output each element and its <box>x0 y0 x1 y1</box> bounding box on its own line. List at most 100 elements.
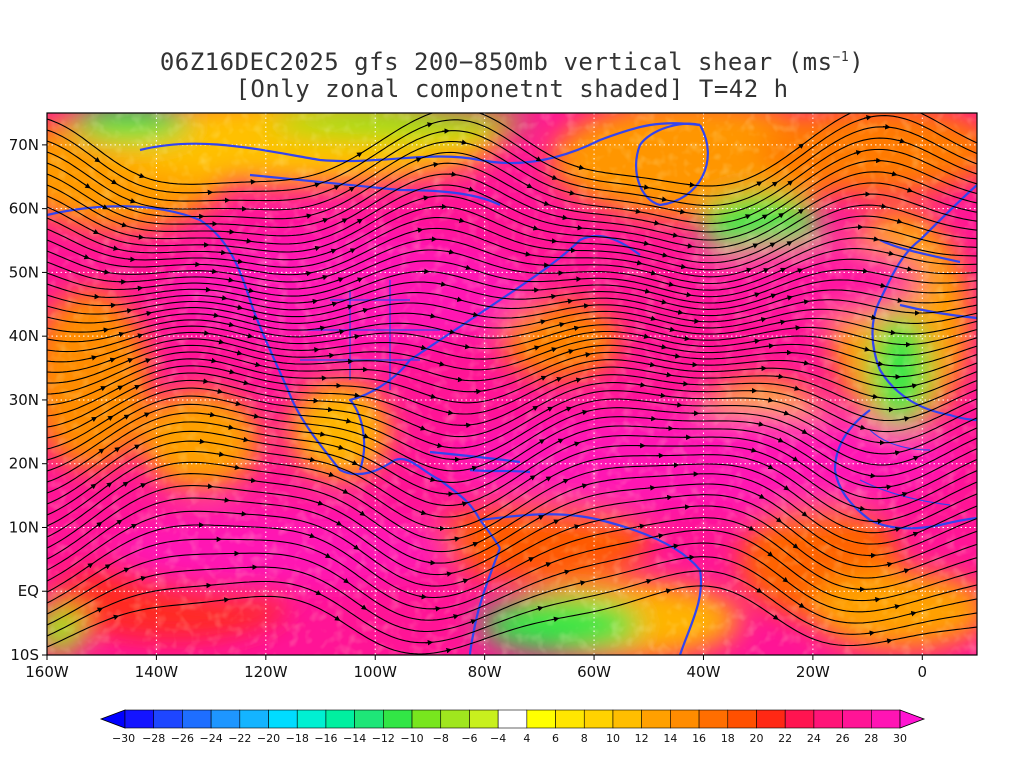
colorbar-swatch <box>325 709 355 729</box>
streamline-arrow <box>782 410 790 416</box>
streamline-arrow <box>462 343 471 350</box>
streamline-arrow <box>878 282 887 289</box>
streamline <box>47 556 977 633</box>
streamline-arrow <box>314 589 322 595</box>
streamline-arrow <box>658 392 667 399</box>
streamline-arrow <box>535 605 544 612</box>
streamline-arrow <box>664 588 672 594</box>
streamline-arrow <box>428 476 437 483</box>
streamline-arrow <box>449 171 458 177</box>
streamline-arrow <box>893 526 902 533</box>
colorbar-label: 28 <box>864 732 878 745</box>
streamline-arrow <box>226 321 235 328</box>
streamline-arrow <box>337 329 345 335</box>
colorbar-swatch <box>612 709 642 729</box>
colorbar-swatch <box>641 709 671 729</box>
streamline-arrow <box>144 310 153 317</box>
streamline-arrow <box>304 270 312 277</box>
streamline-arrow <box>313 245 321 252</box>
streamline-arrow <box>316 500 324 506</box>
streamline-arrow <box>110 179 118 185</box>
streamline-arrow <box>360 604 368 610</box>
streamline-arrow <box>253 361 261 368</box>
streamline-arrow <box>580 483 588 489</box>
streamline <box>47 317 977 343</box>
streamline-arrow <box>892 450 901 456</box>
streamline-arrow <box>575 224 584 231</box>
colorbar-swatch <box>870 709 901 729</box>
streamline-arrow <box>667 326 676 332</box>
streamline <box>47 115 977 197</box>
streamline-arrow <box>778 319 787 326</box>
streamline-arrow <box>99 386 107 392</box>
colorbar-swatch <box>153 709 183 729</box>
streamline-arrow <box>801 360 810 366</box>
colorbar-label: −22 <box>228 732 251 745</box>
streamline-arrow <box>84 183 91 189</box>
streamline-arrow <box>870 393 879 400</box>
streamline-arrow <box>649 270 657 276</box>
streamline <box>47 372 977 428</box>
streamline <box>47 505 977 587</box>
streamline-arrow <box>578 580 586 586</box>
streamline <box>47 412 977 483</box>
streamline <box>47 113 977 187</box>
streamline-arrow <box>345 304 354 310</box>
colorbar-label: 20 <box>749 732 763 745</box>
streamline-arrow <box>539 375 547 381</box>
streamline <box>47 160 977 233</box>
streamline-arrow <box>418 425 427 431</box>
title-line-2: [Only zonal componetnt shaded] T=42 h <box>235 75 789 103</box>
streamline-arrow <box>743 214 752 220</box>
colorbar-label: −10 <box>400 732 423 745</box>
streamline-arrow <box>227 368 236 375</box>
lat-label: 40N <box>9 327 39 345</box>
colorbar-label: 4 <box>523 732 530 745</box>
streamline-arrow <box>132 384 141 390</box>
colorbar-swatch <box>411 709 442 729</box>
streamline-arrow <box>108 357 116 363</box>
colorbar-label: 14 <box>663 732 677 745</box>
streamline-arrow <box>344 418 352 424</box>
streamline-arrow <box>756 421 765 427</box>
streamline-arrow <box>219 295 228 301</box>
streamline <box>47 358 977 406</box>
streamline-arrow <box>659 299 668 305</box>
streamline-arrow <box>776 373 785 380</box>
colorbar-swatch <box>842 709 872 729</box>
streamline-arrow <box>447 329 456 335</box>
streamline-arrow <box>201 330 210 336</box>
colorbar-swatch <box>727 709 757 729</box>
streamline-arrow <box>95 521 103 528</box>
lon-label: 100W <box>354 663 398 681</box>
streamline-arrow <box>119 222 128 228</box>
streamline-arrow <box>791 456 799 462</box>
streamline-arrow <box>801 511 808 517</box>
streamline-arrow <box>336 277 344 283</box>
streamline-arrow <box>428 313 437 319</box>
streamline <box>47 299 977 324</box>
colorbar-label: −8 <box>433 732 449 745</box>
streamline <box>47 269 977 304</box>
streamline-arrow <box>307 456 316 463</box>
streamline-arrow <box>801 299 810 305</box>
streamline <box>47 126 977 207</box>
streamline <box>47 440 977 518</box>
longitude-labels: 160W 140W 120W 100W 80W 60W 40W 20W 0 <box>25 655 927 681</box>
streamline-arrow <box>361 307 369 314</box>
streamline-arrow <box>581 303 590 309</box>
streamline-arrow <box>675 309 684 315</box>
streamline-arrow <box>772 614 779 620</box>
streamline-arrow <box>766 464 774 470</box>
shear-field <box>47 113 977 655</box>
streamline-arrow <box>197 438 206 445</box>
colorbar-label: 6 <box>552 732 559 745</box>
streamline-arrow <box>762 268 770 274</box>
streamline-arrow <box>869 314 877 320</box>
streamline-arrow <box>101 327 110 333</box>
streamline <box>47 585 977 655</box>
streamline <box>47 529 977 610</box>
streamline <box>47 542 977 621</box>
streamline-arrow <box>356 218 363 224</box>
colorbar-swatch <box>813 709 843 729</box>
